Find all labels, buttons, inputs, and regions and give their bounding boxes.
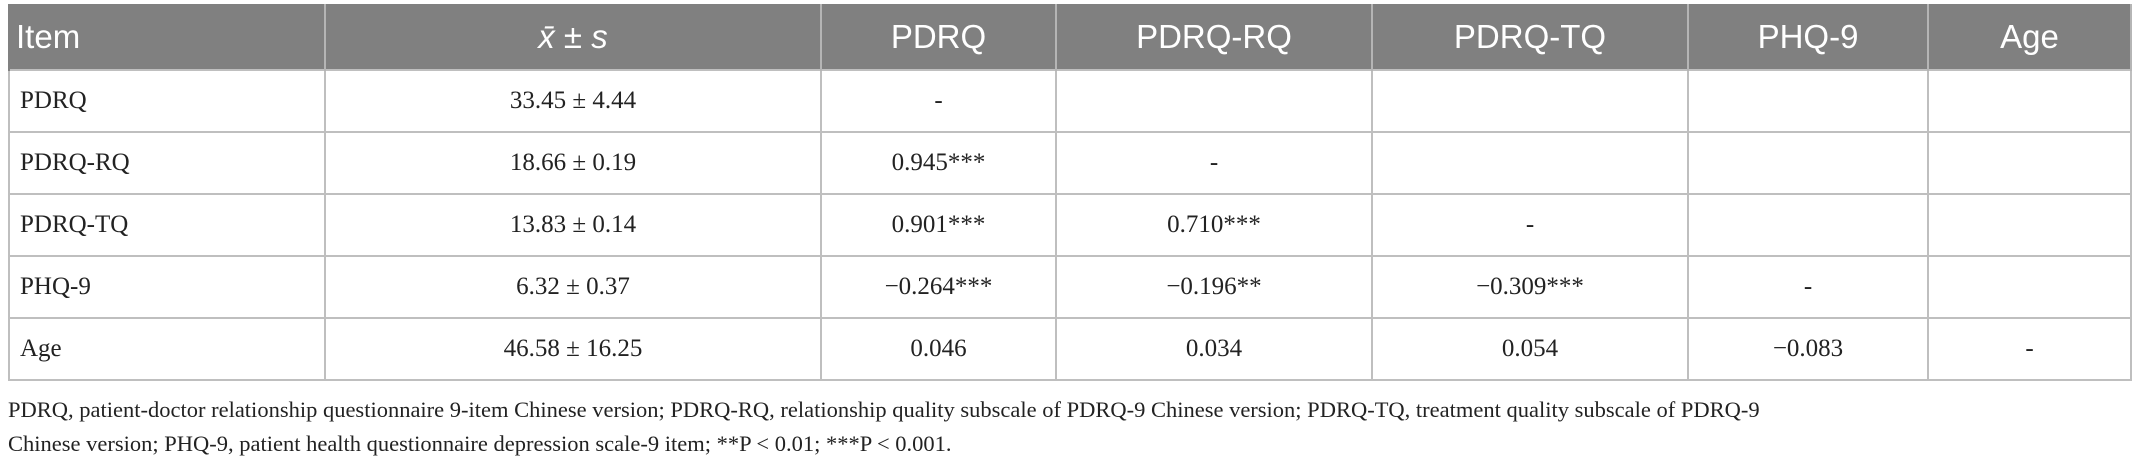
cell-item: PHQ-9 — [8, 255, 326, 319]
correlation-table: Item x̄ ± s PDRQ PDRQ-RQ PDRQ-TQ PHQ-9 A… — [8, 4, 2132, 381]
cell-item: Age — [8, 317, 326, 381]
cell-pdrq-tq: −0.309*** — [1371, 255, 1689, 319]
cell-age — [1927, 131, 2132, 195]
table-row: PHQ-9 6.32 ± 0.37 −0.264*** −0.196** −0.… — [8, 255, 2132, 319]
cell-pdrq: 0.046 — [820, 317, 1057, 381]
footnote-line: PDRQ, patient-doctor relationship questi… — [8, 397, 1760, 422]
cell-age — [1927, 255, 2132, 319]
cell-pdrq-rq — [1055, 69, 1373, 133]
cell-pdrq-rq: 0.034 — [1055, 317, 1373, 381]
cell-pdrq-rq: 0.710*** — [1055, 193, 1373, 257]
cell-pdrq: 0.901*** — [820, 193, 1057, 257]
cell-phq9 — [1687, 193, 1929, 257]
cell-mean-sd: 18.66 ± 0.19 — [324, 131, 822, 195]
cell-item: PDRQ-TQ — [8, 193, 326, 257]
cell-mean-sd: 13.83 ± 0.14 — [324, 193, 822, 257]
header-pdrq-tq: PDRQ-TQ — [1371, 4, 1689, 70]
table-row: PDRQ 33.45 ± 4.44 - — [8, 69, 2132, 133]
table-row: PDRQ-RQ 18.66 ± 0.19 0.945*** - — [8, 131, 2132, 195]
cell-mean-sd: 33.45 ± 4.44 — [324, 69, 822, 133]
cell-age — [1927, 69, 2132, 133]
cell-pdrq-tq — [1371, 131, 1689, 195]
cell-age: - — [1927, 317, 2132, 381]
header-mean-sd: x̄ ± s — [324, 4, 822, 70]
header-phq9: PHQ-9 — [1687, 4, 1929, 70]
cell-phq9 — [1687, 131, 1929, 195]
table-row: Age 46.58 ± 16.25 0.046 0.034 0.054 −0.0… — [8, 317, 2132, 381]
cell-pdrq-rq: −0.196** — [1055, 255, 1373, 319]
cell-pdrq: - — [820, 69, 1057, 133]
table-header-row: Item x̄ ± s PDRQ PDRQ-RQ PDRQ-TQ PHQ-9 A… — [8, 4, 2132, 70]
cell-age — [1927, 193, 2132, 257]
table-footnote: PDRQ, patient-doctor relationship questi… — [8, 393, 2130, 461]
cell-mean-sd: 46.58 ± 16.25 — [324, 317, 822, 381]
cell-pdrq-tq: 0.054 — [1371, 317, 1689, 381]
cell-phq9 — [1687, 69, 1929, 133]
table-row: PDRQ-TQ 13.83 ± 0.14 0.901*** 0.710*** - — [8, 193, 2132, 257]
cell-pdrq-tq — [1371, 69, 1689, 133]
cell-pdrq-tq: - — [1371, 193, 1689, 257]
cell-item: PDRQ — [8, 69, 326, 133]
cell-mean-sd: 6.32 ± 0.37 — [324, 255, 822, 319]
cell-pdrq: 0.945*** — [820, 131, 1057, 195]
header-pdrq: PDRQ — [820, 4, 1057, 70]
header-pdrq-rq: PDRQ-RQ — [1055, 4, 1373, 70]
correlation-table-container: Item x̄ ± s PDRQ PDRQ-RQ PDRQ-TQ PHQ-9 A… — [8, 4, 2132, 381]
cell-pdrq-rq: - — [1055, 131, 1373, 195]
cell-phq9: −0.083 — [1687, 317, 1929, 381]
cell-phq9: - — [1687, 255, 1929, 319]
header-item: Item — [8, 4, 326, 70]
cell-pdrq: −0.264*** — [820, 255, 1057, 319]
cell-item: PDRQ-RQ — [8, 131, 326, 195]
header-age: Age — [1927, 4, 2132, 70]
footnote-line: Chinese version; PHQ-9, patient health q… — [8, 431, 952, 456]
